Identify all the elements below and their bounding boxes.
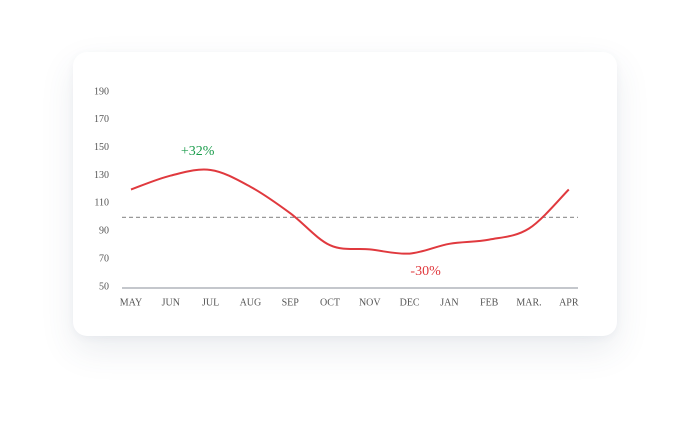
y-tick-label: 90 <box>99 226 109 237</box>
x-tick-label: APR <box>559 297 579 308</box>
y-tick-label: 70 <box>99 253 109 264</box>
x-tick-label: DEC <box>400 297 420 308</box>
x-tick-label: FEB <box>480 297 499 308</box>
annotation: +32% <box>181 144 215 159</box>
x-tick-label: MAY <box>120 297 142 308</box>
x-tick-label: SEP <box>282 297 300 308</box>
x-tick-label: NOV <box>359 297 381 308</box>
chart-card <box>73 52 617 336</box>
y-tick-label: 110 <box>94 198 109 209</box>
x-tick-label: MAR. <box>516 297 541 308</box>
y-tick-label: 170 <box>94 114 109 125</box>
x-tick-label: JUL <box>202 297 219 308</box>
y-tick-label: 130 <box>94 170 109 181</box>
x-tick-label: JAN <box>440 297 458 308</box>
annotation: -30% <box>410 264 441 279</box>
data-line <box>130 168 570 255</box>
y-tick-label: 150 <box>94 142 109 153</box>
y-tick-label: 190 <box>94 86 109 97</box>
y-tick-label: 50 <box>99 281 109 292</box>
x-tick-label: OCT <box>320 297 340 308</box>
x-tick-label: AUG <box>240 297 262 308</box>
x-tick-label: JUN <box>162 297 180 308</box>
